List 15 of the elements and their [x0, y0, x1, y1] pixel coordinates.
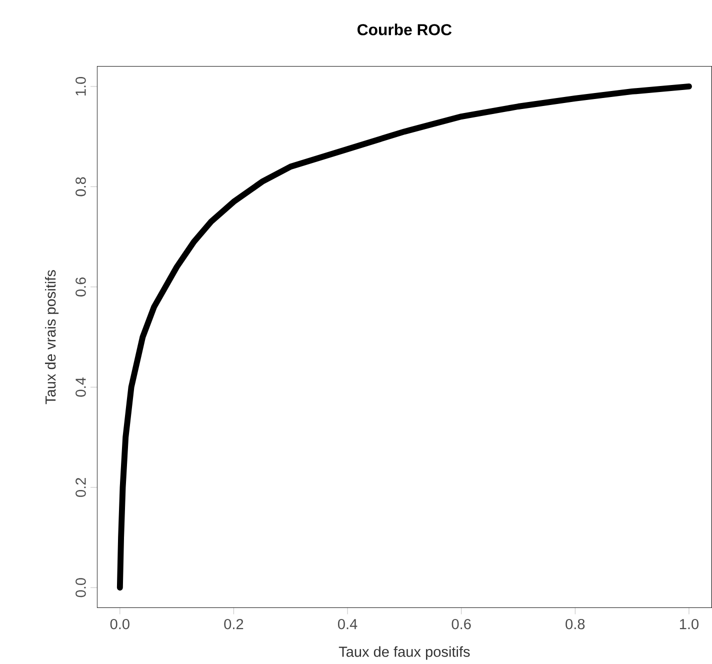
y-tick-label: 0.2 — [76, 478, 86, 497]
x-tick-label: 0.4 — [338, 618, 358, 630]
y-tick-label: 0.4 — [76, 377, 86, 397]
x-tick-label: 0.6 — [452, 618, 471, 630]
x-tick-label: 1.0 — [680, 618, 699, 630]
y-axis-title: Taux de vrais positifs — [45, 270, 59, 404]
x-axis-title: Taux de faux positifs — [338, 646, 470, 660]
x-tick-label: 0.0 — [110, 618, 130, 630]
y-tick-label: 0.6 — [76, 277, 86, 296]
y-tick-label: 0.0 — [76, 578, 86, 598]
x-tick-label: 0.8 — [566, 618, 585, 630]
y-tick-label: 1.0 — [76, 76, 86, 96]
y-tick-label: 0.8 — [76, 177, 86, 196]
x-tick-label: 0.2 — [224, 618, 244, 630]
chart-title: Courbe ROC — [358, 24, 452, 36]
